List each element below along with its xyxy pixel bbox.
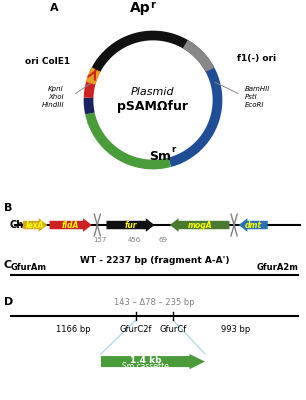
Text: WT - 2237 bp (fragment A-A'): WT - 2237 bp (fragment A-A'): [80, 256, 229, 265]
Text: Ap: Ap: [130, 1, 151, 15]
Text: fldA: fldA: [62, 220, 79, 230]
Text: B: B: [4, 203, 12, 213]
Polygon shape: [23, 218, 47, 232]
Text: GfurC2f: GfurC2f: [120, 325, 152, 334]
Polygon shape: [101, 354, 205, 369]
Text: 157: 157: [93, 237, 106, 243]
Text: 143 – Δ78 – 235 bp: 143 – Δ78 – 235 bp: [114, 298, 195, 308]
Text: r: r: [171, 145, 175, 154]
Text: KpnI
XhoI
HindIII: KpnI XhoI HindIII: [41, 86, 64, 108]
Text: dmt: dmt: [245, 220, 262, 230]
Text: Plasmid: Plasmid: [131, 87, 175, 97]
Text: 456: 456: [127, 237, 141, 243]
Text: Chr: Chr: [10, 220, 29, 230]
Text: 993 bp: 993 bp: [221, 325, 250, 334]
Text: Sm cassette: Sm cassette: [122, 362, 169, 371]
Text: GfurAm: GfurAm: [11, 263, 47, 272]
Text: Sm: Sm: [149, 150, 171, 163]
Text: GfurA2m: GfurA2m: [256, 263, 298, 272]
Text: lexA: lexA: [26, 220, 44, 230]
Text: pSAMΩfur: pSAMΩfur: [118, 100, 188, 113]
Polygon shape: [106, 218, 155, 232]
Polygon shape: [239, 218, 268, 232]
Text: ori ColE1: ori ColE1: [25, 57, 70, 66]
Text: 1.4 kb: 1.4 kb: [130, 356, 161, 364]
Text: D: D: [4, 297, 13, 307]
Polygon shape: [50, 218, 92, 232]
Text: BamHII
PstI
EcoRI: BamHII PstI EcoRI: [244, 86, 270, 108]
Text: A: A: [50, 3, 58, 13]
Text: mogA: mogA: [187, 220, 212, 230]
Text: fur: fur: [124, 220, 137, 230]
Text: GfurCf: GfurCf: [159, 325, 187, 334]
Text: 1166 bp: 1166 bp: [56, 325, 91, 334]
Text: f1(-) ori: f1(-) ori: [237, 54, 276, 62]
Text: 69: 69: [158, 237, 167, 243]
Polygon shape: [170, 218, 230, 232]
Text: C: C: [4, 260, 12, 270]
Text: r: r: [151, 0, 155, 10]
